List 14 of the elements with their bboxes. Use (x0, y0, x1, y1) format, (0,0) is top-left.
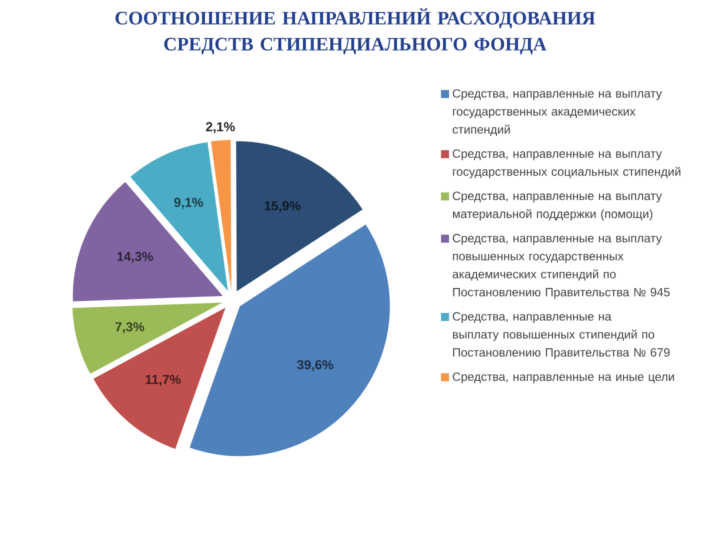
legend-label: Средства, направленные на выплату материальной поддержки (помощи) (452, 192, 662, 221)
data-label: 39,6% (297, 360, 334, 372)
data-label: 9,1% (174, 198, 204, 209)
data-label: 14,3% (117, 252, 154, 263)
legend-label: Средства, направленные на выплату государственных академических стипендий (452, 89, 662, 136)
data-label: 2,1% (206, 122, 235, 134)
legend-label: Средства, направленные на иные цели (452, 372, 674, 384)
legend-label: Средства, направленные на выплату повышенных государственных академических стипендий по Постановлению Правительства № 945 (452, 234, 670, 299)
data-label: 15,9% (264, 201, 300, 212)
data-label: 11,7% (146, 374, 181, 386)
legend-label: Средства, направленные на выплату государственных социальных стипендий (452, 149, 680, 178)
legend-label: Средства, направленные на выплату повышенных стипендий по Постановлению Правительства № 679 (452, 312, 670, 360)
chart-title: СООТНОШЕНИЕ НАПРАВЛЕНИЙ РАСХОДОВАНИЯ СРЕДСТВ СТИПЕНДИАЛЬНОГО ФОНДА (116, 8, 596, 54)
data-label: 7,3% (115, 322, 144, 334)
